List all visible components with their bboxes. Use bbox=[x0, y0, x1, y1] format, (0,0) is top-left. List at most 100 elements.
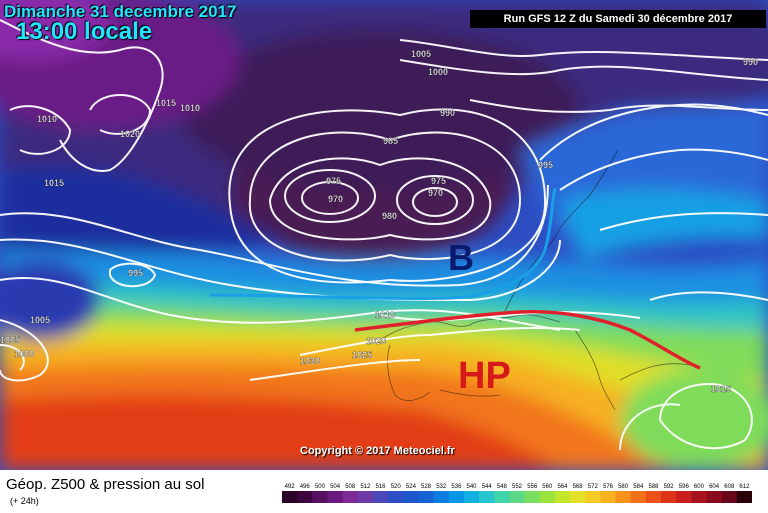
legend-swatch bbox=[645, 491, 662, 503]
isobar-label: 1025 bbox=[352, 350, 372, 360]
legend-tick-label: 508 bbox=[345, 484, 356, 490]
isobar-label: 1020 bbox=[120, 129, 140, 139]
isobar-label: 1005 bbox=[30, 315, 50, 325]
legend-tick-label: 576 bbox=[603, 484, 614, 490]
legend-tick-label: 588 bbox=[648, 484, 659, 490]
legend-tick-label: 548 bbox=[497, 484, 508, 490]
z500-pressure-map: 1005 1000 990 990 1015 1010 1020 1010 10… bbox=[0, 0, 768, 470]
legend-tick-label: 520 bbox=[391, 484, 402, 490]
legend-swatch bbox=[721, 491, 738, 503]
legend-tick-label: 512 bbox=[360, 484, 371, 490]
forecast-date: Dimanche 31 decembre 2017 bbox=[4, 2, 237, 21]
isobar-label: 975 bbox=[326, 176, 341, 186]
legend-tick-label: 580 bbox=[618, 484, 629, 490]
legend-tick-label: 492 bbox=[285, 484, 296, 490]
legend-tick-label: 568 bbox=[573, 484, 584, 490]
legend-swatch bbox=[600, 491, 616, 503]
legend-tick-label: 496 bbox=[300, 484, 311, 490]
copyright-text: Copyright © 2017 Meteociel.fr bbox=[300, 445, 455, 457]
legend-swatch bbox=[297, 491, 313, 503]
isobar-label: 995 bbox=[538, 160, 553, 170]
legend-swatch bbox=[312, 491, 328, 503]
isobar-label: 990 bbox=[743, 57, 758, 67]
legend-tick-label: 504 bbox=[330, 484, 341, 490]
legend-swatch bbox=[357, 491, 374, 503]
forecast-time: 13:00 locale bbox=[16, 18, 153, 45]
legend-tick-label: 572 bbox=[588, 484, 599, 490]
legend-swatch bbox=[706, 491, 722, 503]
legend-tick-label: 516 bbox=[375, 484, 386, 490]
legend-tick-label: 592 bbox=[664, 484, 675, 490]
warm-ridge-line bbox=[354, 309, 701, 370]
legend-swatch bbox=[388, 491, 404, 503]
isobar-label: 1005 bbox=[0, 335, 20, 345]
isobar-label: 1015 bbox=[44, 178, 64, 188]
legend-swatch bbox=[448, 491, 465, 503]
color-scale-legend: 492 496 500 504 508 512 516 520 524 528 532 536 540 5… bbox=[282, 484, 752, 503]
model-run-banner: Run GFS 12 Z du Samedi 30 décembre 2017 bbox=[470, 10, 766, 28]
isobar-label: 975 bbox=[431, 176, 446, 186]
legend-tick-label: 528 bbox=[421, 484, 432, 490]
legend-tick-label: 540 bbox=[466, 484, 477, 490]
legend-swatch bbox=[585, 491, 601, 503]
legend-swatch bbox=[342, 491, 359, 503]
legend-swatch bbox=[630, 491, 647, 503]
legend-swatch bbox=[433, 491, 450, 503]
legend-tick-label: 556 bbox=[527, 484, 538, 490]
isobar-label: 1020 bbox=[366, 336, 386, 346]
legend-swatch bbox=[373, 491, 389, 503]
z500-color-field bbox=[0, 0, 768, 470]
coastlines bbox=[379, 149, 691, 411]
footer-subtitle: (+ 24h) bbox=[10, 496, 39, 506]
isobar-label: 1015 bbox=[156, 98, 176, 108]
legend-swatch bbox=[509, 491, 525, 503]
isobar-label: 1000 bbox=[14, 349, 34, 359]
legend-tick-label: 544 bbox=[482, 484, 493, 490]
fronts bbox=[209, 187, 701, 370]
legend-swatch bbox=[570, 491, 586, 503]
footer-title: Géop. Z500 & pression au sol bbox=[6, 476, 205, 493]
legend-tick-label: 564 bbox=[557, 484, 568, 490]
isobars bbox=[0, 19, 768, 451]
isobar-label: 1030 bbox=[300, 356, 320, 366]
isobar-label: 1015 bbox=[711, 384, 731, 394]
legend-swatch bbox=[327, 491, 343, 503]
isobar-labels: 1005 1000 990 990 1015 1010 1020 1010 10… bbox=[0, 49, 758, 394]
legend-tick-label: 600 bbox=[694, 484, 705, 490]
legend-tick-label: 500 bbox=[315, 484, 326, 490]
legend-swatch bbox=[539, 491, 556, 503]
high-pressure-label: HP bbox=[458, 355, 511, 397]
legend-tick-label: 524 bbox=[406, 484, 417, 490]
legend-swatch bbox=[661, 491, 677, 503]
isobar-label: 1005 bbox=[411, 49, 431, 59]
isobar-label: 1010 bbox=[37, 114, 57, 124]
isobar-label: 985 bbox=[383, 136, 398, 146]
legend-tick-label: 608 bbox=[724, 484, 735, 490]
legend-swatch bbox=[736, 491, 752, 503]
legend-tick-label: 612 bbox=[739, 484, 750, 490]
isobar-label: 995 bbox=[128, 268, 143, 278]
legend-swatch bbox=[282, 491, 298, 503]
legend-swatch bbox=[403, 491, 419, 503]
isobar-label: 970 bbox=[328, 194, 343, 204]
legend-swatch bbox=[463, 491, 480, 503]
legend-tick-label: 536 bbox=[451, 484, 462, 490]
isobar-label: 1000 bbox=[428, 67, 448, 77]
isobar-label: 1010 bbox=[180, 103, 200, 113]
isobar-label: 1010 bbox=[375, 310, 395, 320]
isobar-label: 970 bbox=[428, 188, 443, 198]
legend-swatch bbox=[615, 491, 631, 503]
legend-tick-label: 604 bbox=[709, 484, 720, 490]
low-pressure-label: B bbox=[448, 237, 474, 278]
legend-tick-label: 560 bbox=[542, 484, 553, 490]
legend-tick-label: 552 bbox=[512, 484, 523, 490]
legend-swatch bbox=[418, 491, 434, 503]
legend-swatch bbox=[524, 491, 541, 503]
legend-swatch bbox=[691, 491, 707, 503]
legend-swatch bbox=[554, 491, 571, 503]
legend-tick-label: 532 bbox=[436, 484, 447, 490]
legend-tick-label: 596 bbox=[679, 484, 690, 490]
legend-swatch bbox=[494, 491, 510, 503]
legend-tick-label: 584 bbox=[633, 484, 644, 490]
